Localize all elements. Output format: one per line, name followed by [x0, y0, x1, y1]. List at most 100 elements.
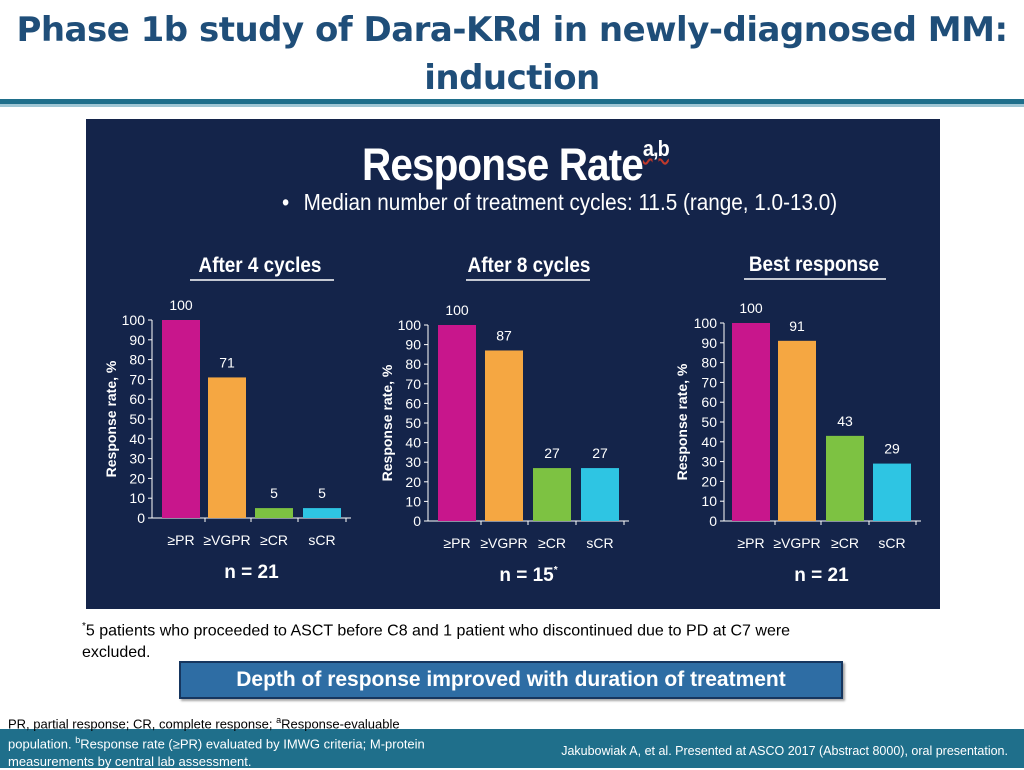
y-tick-label: 60 [405, 395, 421, 411]
slide-title-line1: Phase 1b study of Dara-KRd in newly-diag… [16, 10, 1008, 50]
x-tick-label: ≥VGPR [773, 535, 820, 551]
bar [581, 468, 619, 521]
y-tick-label: 10 [701, 493, 717, 509]
panel-title-sup: a,b [642, 136, 670, 161]
y-tick-label: 70 [129, 371, 145, 387]
slide-title: Phase 1b study of Dara-KRd in newly-diag… [0, 6, 1024, 102]
y-tick-label: 10 [405, 493, 421, 509]
x-tick-label: sCR [586, 535, 613, 551]
sample-size-label: n = 21 [224, 562, 279, 583]
footnote-text: 5 patients who proceeded to ASCT before … [82, 622, 791, 662]
y-tick-label: 20 [405, 474, 421, 490]
bar-value-label: 5 [270, 485, 278, 501]
abbrev-line2-text: population. [8, 736, 76, 752]
bar-value-label: 87 [496, 327, 512, 343]
y-tick-label: 50 [405, 415, 421, 431]
x-tick-label: ≥CR [260, 532, 288, 548]
panel-title: Response Ratea,b [362, 129, 670, 193]
y-axis-label: Response rate, % [379, 364, 395, 481]
panel-title-text: Response Rate [362, 139, 644, 190]
bar [438, 325, 476, 521]
x-tick-label: ≥PR [167, 532, 194, 548]
footer-bar [0, 729, 1024, 768]
bar [732, 323, 770, 521]
bar-value-label: 5 [318, 485, 326, 501]
sample-size-label: n = 15* [499, 565, 557, 586]
charts-area: After 4 cycles Response rate, % 0 10 20 30 40 5… [103, 253, 921, 586]
abbrev-line1-sup: a [276, 715, 282, 725]
title-divider [0, 99, 1024, 104]
y-tick-label: 0 [413, 513, 421, 529]
y-tick-label: 70 [405, 376, 421, 392]
footnote: *5 patients who proceeded to ASCT before… [82, 616, 862, 664]
y-tick-label: 30 [701, 454, 717, 470]
y-tick-label: 30 [405, 454, 421, 470]
y-tick-label: 60 [701, 394, 717, 410]
y-tick-label: 70 [701, 374, 717, 390]
bar [533, 468, 571, 521]
chart-title: After 8 cycles [468, 254, 591, 277]
y-tick-label: 60 [129, 391, 145, 407]
bar [485, 350, 523, 521]
chart-title: Best response [749, 253, 879, 276]
x-tick-label: ≥CR [831, 535, 859, 551]
bar-value-label: 27 [592, 445, 608, 461]
response-rate-panel: Response Ratea,b • Median number of treat… [86, 119, 940, 609]
y-tick-label: 80 [405, 356, 421, 372]
abbrev-line1-text: PR, partial response; CR, complete respo… [8, 716, 277, 732]
title-divider-accent [0, 104, 1024, 107]
x-tick-label: sCR [878, 535, 905, 551]
x-tick-label: ≥VGPR [203, 532, 250, 548]
bar-value-label: 100 [739, 300, 763, 316]
x-tick-label: ≥PR [443, 535, 470, 551]
y-tick-label: 80 [129, 352, 145, 368]
y-tick-label: 100 [694, 315, 718, 331]
y-tick-label: 50 [701, 414, 717, 430]
bar [255, 508, 293, 518]
median-cycles-bullet: • Median number of treatment cycles: 11.5… [282, 189, 837, 216]
y-tick-label: 100 [398, 317, 422, 333]
abbrev-line3: measurements by central lab assessment. [8, 753, 252, 769]
sample-size-sup: * [554, 565, 558, 576]
x-tick-label: ≥CR [538, 535, 566, 551]
bar-value-label: 71 [219, 354, 235, 370]
bar-value-label: 27 [544, 445, 560, 461]
y-tick-label: 0 [709, 513, 717, 529]
chart-title: After 4 cycles [199, 254, 322, 277]
abbrev-line2-sup: b [75, 735, 81, 746]
y-tick-label: 10 [129, 490, 145, 506]
bar-value-label: 91 [789, 318, 805, 334]
citation: Jakubowiak A, et al. Presented at ASCO 2… [561, 744, 1008, 758]
y-axis-label: Response rate, % [674, 363, 690, 480]
abbrev-line2: population. bResponse rate (≥PR) evaluat… [8, 732, 478, 752]
bullet-text: Median number of treatment cycles: 11.5 … [303, 189, 838, 215]
abbrev-line1: PR, partial response; CR, complete respo… [8, 712, 478, 732]
footnote-sup: * [82, 621, 86, 632]
y-tick-label: 20 [701, 473, 717, 489]
y-tick-label: 30 [129, 451, 145, 467]
x-tick-label: sCR [308, 532, 335, 548]
bar [826, 435, 864, 521]
abbrev-line1-tail: Response-evaluable [281, 716, 400, 732]
y-tick-label: 90 [129, 332, 145, 348]
y-tick-label: 100 [122, 312, 146, 328]
y-tick-label: 90 [701, 335, 717, 351]
bar-value-label: 100 [169, 297, 193, 313]
abbreviations: PR, partial response; CR, complete respo… [8, 712, 478, 770]
slide-title-line2: induction [424, 58, 600, 98]
bar [208, 377, 246, 518]
y-tick-label: 40 [701, 434, 717, 450]
y-tick-label: 0 [137, 510, 145, 526]
bar-value-label: 100 [445, 302, 469, 318]
bar [778, 340, 816, 521]
y-axis-label: Response rate, % [103, 360, 119, 477]
sample-size-label: n = 21 [794, 565, 849, 586]
abbrev-line2-tail: Response rate (≥PR) evaluated by IMWG cr… [80, 736, 425, 752]
y-tick-label: 90 [405, 337, 421, 353]
y-tick-label: 20 [129, 470, 145, 486]
y-tick-label: 40 [405, 435, 421, 451]
bar-value-label: 43 [837, 413, 853, 429]
bar [303, 508, 341, 518]
bar [162, 320, 200, 518]
y-tick-label: 50 [129, 411, 145, 427]
